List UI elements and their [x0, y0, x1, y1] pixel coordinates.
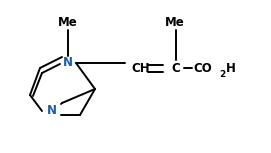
Text: 2: 2 [219, 69, 225, 78]
Text: C: C [172, 62, 180, 75]
Text: CH: CH [131, 62, 150, 75]
Text: CO: CO [193, 62, 212, 75]
Text: Me: Me [165, 15, 185, 28]
Text: Me: Me [58, 15, 78, 28]
Text: N: N [47, 104, 57, 118]
Text: H: H [226, 62, 236, 75]
Text: N: N [63, 56, 73, 69]
